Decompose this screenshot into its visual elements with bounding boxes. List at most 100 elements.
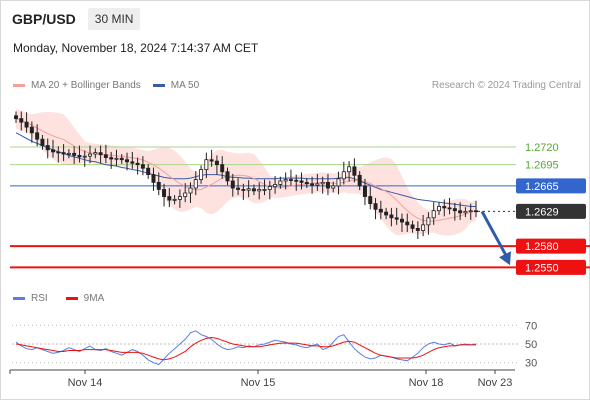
candle-body: [320, 181, 325, 185]
candle-body: [188, 187, 193, 194]
candle-body: [72, 152, 77, 156]
candle-body: [315, 183, 320, 186]
x-tick-label: Nov 14: [68, 377, 103, 389]
interval-badge[interactable]: 30 MIN: [87, 8, 141, 30]
candle-body: [251, 188, 256, 192]
candle-body: [262, 189, 267, 191]
support-2-label: 1.2550: [525, 262, 559, 274]
rsi-ma-swatch: [65, 297, 78, 300]
candle-body: [146, 167, 151, 175]
candle-body: [114, 157, 119, 160]
candle-body: [183, 192, 188, 197]
candle-body: [442, 206, 447, 209]
candle-body: [61, 152, 66, 155]
candle-body: [88, 153, 93, 157]
candle-body: [474, 210, 478, 213]
legend-rsi-ma: 9MA: [65, 293, 105, 304]
rsi-tick-50: 50: [525, 339, 537, 351]
forecast-arrow-head: [499, 251, 511, 266]
legend-rsi: RSI: [13, 293, 48, 304]
legend-rsi-ma-label: 9MA: [83, 293, 105, 304]
candle-body: [24, 121, 29, 128]
legend-ma20-label: MA 20 + Bollinger Bands: [31, 80, 141, 91]
bollinger-band: [16, 108, 476, 236]
rsi-tick-70: 70: [525, 320, 537, 332]
resistance-1-label: 1.2695: [525, 160, 559, 172]
candle-body: [214, 160, 219, 166]
candle-body: [410, 224, 415, 229]
candle-body: [40, 138, 45, 146]
candle-body: [29, 126, 34, 134]
candle-body: [199, 169, 204, 180]
support-2-label-bg: [516, 259, 586, 275]
chart-header: GBP/USD 30 MIN: [12, 8, 141, 30]
candle-body: [162, 189, 167, 197]
candle-body: [56, 151, 61, 154]
candle-body: [125, 159, 130, 163]
pivot-label-bg: [516, 178, 586, 194]
candle-body: [98, 152, 103, 156]
candle-body: [331, 185, 336, 189]
candle-body: [362, 185, 367, 197]
candle-body: [426, 217, 431, 226]
candle-body: [267, 186, 272, 190]
forecast-arrow-shaft: [480, 210, 509, 258]
candle-body: [45, 145, 50, 151]
candle-body: [103, 154, 108, 158]
candle-body: [336, 178, 341, 187]
candle-body: [452, 208, 457, 212]
candle-body: [66, 152, 71, 155]
candle-body: [378, 208, 383, 213]
candle-body: [257, 189, 262, 192]
candle-body: [109, 157, 114, 160]
ma50-line: [15, 132, 476, 207]
rsi-legend: RSI 9MA: [13, 293, 122, 304]
candle-body: [373, 203, 378, 210]
ma20-swatch: [13, 84, 25, 87]
candle-body: [399, 218, 404, 223]
candle-body: [278, 180, 283, 185]
legend-ma20: MA 20 + Bollinger Bands: [13, 80, 141, 91]
candle-body: [204, 159, 209, 171]
candle-body: [463, 211, 468, 214]
candle-body: [82, 155, 87, 158]
rsi-ma-line: [15, 336, 476, 361]
candle-body: [130, 161, 135, 164]
candle-body: [167, 196, 172, 201]
candle-body: [310, 183, 315, 186]
legend-rsi-label: RSI: [31, 293, 48, 304]
candle-body: [93, 152, 98, 155]
legend-ma50-label: MA 50: [170, 80, 200, 91]
chart-datetime: Monday, November 18, 2024 7:14:37 AM CET: [13, 41, 259, 55]
last-price-label: 1.2629: [525, 206, 559, 218]
resistance-2-label: 1.2720: [525, 142, 559, 154]
x-tick-label: Nov 23: [478, 377, 513, 389]
candle-body: [14, 115, 18, 120]
last-price-label-bg: [516, 203, 586, 219]
pivot-label: 1.2665: [525, 181, 559, 193]
candle-body: [236, 187, 241, 190]
candle-body: [405, 221, 410, 226]
ma50-swatch: [152, 84, 165, 87]
candle-body: [341, 171, 346, 180]
candle-body: [209, 159, 214, 162]
rsi-swatch: [13, 297, 25, 300]
candle-body: [35, 132, 40, 140]
candle-body: [384, 211, 389, 216]
x-tick-label: Nov 18: [409, 377, 444, 389]
candle-body: [299, 180, 304, 183]
candle-body: [283, 179, 288, 182]
candle-body: [177, 196, 182, 200]
rsi-tick-30: 30: [525, 358, 537, 370]
candle-body: [220, 164, 225, 173]
candle-body: [394, 217, 399, 220]
candle-body: [77, 155, 82, 158]
candle-body: [19, 118, 24, 123]
candle-body: [230, 180, 235, 189]
candle-body: [193, 179, 198, 189]
candle-body: [389, 214, 394, 219]
candle-body: [458, 210, 463, 214]
symbol-title: GBP/USD: [12, 11, 76, 27]
support-1-label-bg: [516, 238, 586, 254]
candle-body: [347, 166, 352, 173]
